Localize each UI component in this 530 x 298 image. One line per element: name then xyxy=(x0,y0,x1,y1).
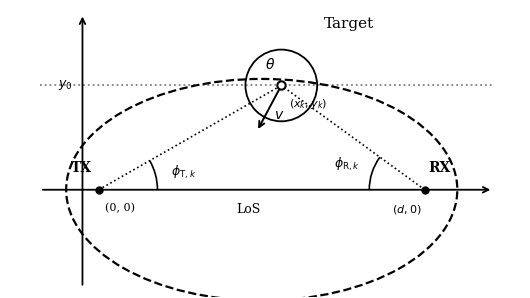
Text: $v$: $v$ xyxy=(275,108,285,122)
Text: $y_0$: $y_0$ xyxy=(58,78,73,92)
Text: RX: RX xyxy=(428,161,450,175)
Text: (0, 0): (0, 0) xyxy=(105,203,135,213)
Text: Target: Target xyxy=(324,16,374,30)
Text: $(x_k, y_k)$: $(x_k, y_k)$ xyxy=(289,97,328,111)
Text: $(d, 0)$: $(d, 0)$ xyxy=(392,203,422,216)
Text: LoS: LoS xyxy=(236,203,261,216)
Text: $\phi_{\rm T,\it k}$: $\phi_{\rm T,\it k}$ xyxy=(171,164,197,181)
Text: TX: TX xyxy=(71,161,92,175)
Text: $\theta$: $\theta$ xyxy=(265,57,275,72)
Text: $\phi_{\rm R,\it k}$: $\phi_{\rm R,\it k}$ xyxy=(334,156,360,173)
